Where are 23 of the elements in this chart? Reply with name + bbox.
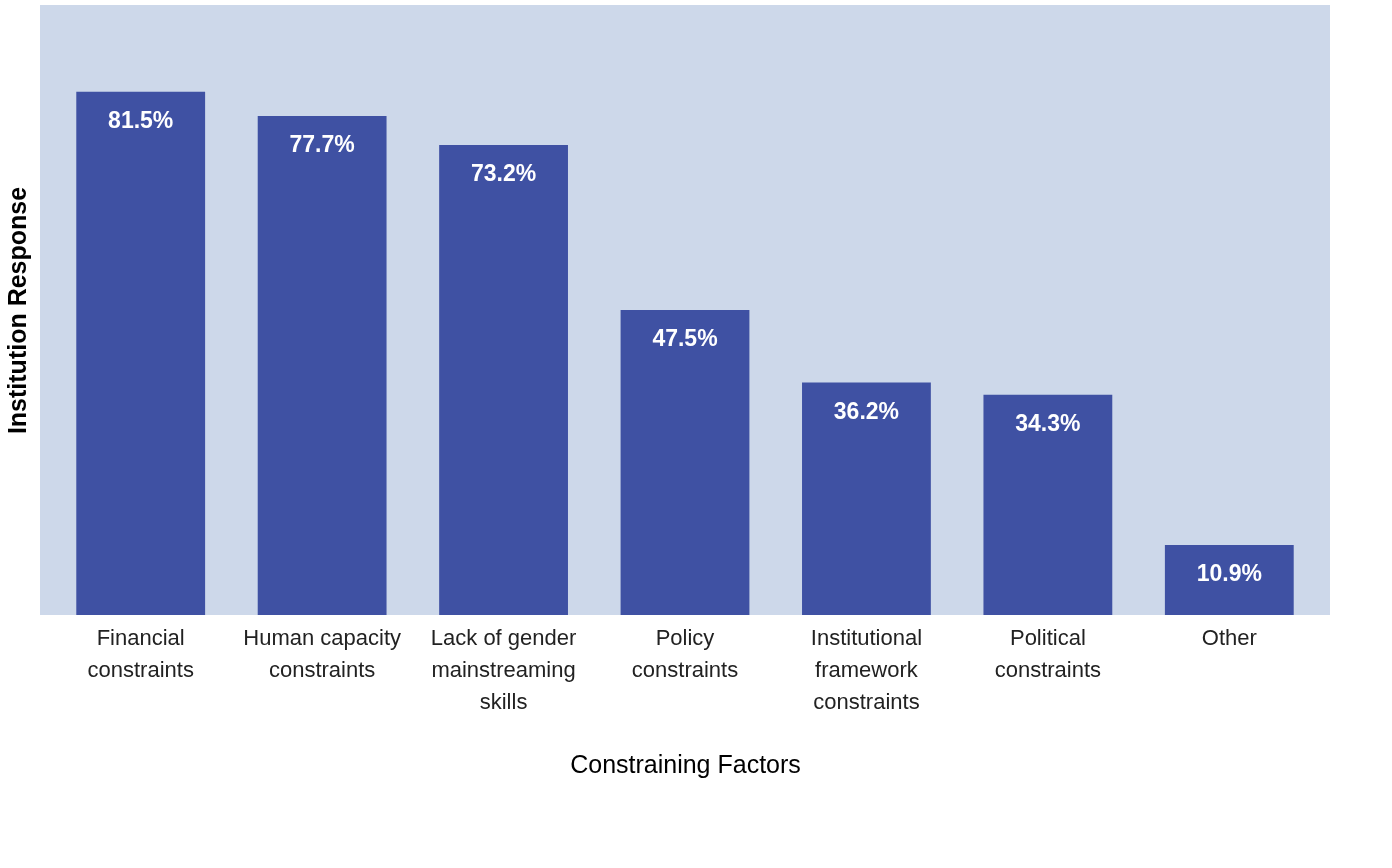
bar	[983, 394, 1113, 615]
data-label: 47.5%	[652, 325, 718, 351]
bar	[257, 116, 387, 615]
x-tick-label: Policy constraints	[631, 624, 739, 682]
x-tick-label: Political constraints	[994, 624, 1102, 682]
x-tick-label: Financial constraints	[87, 624, 194, 682]
data-label: 81.5%	[108, 106, 174, 133]
data-label: 34.3%	[1015, 409, 1081, 436]
data-label: 73.2%	[470, 159, 537, 186]
bar	[1164, 545, 1294, 615]
bar	[802, 382, 931, 615]
x-tick-label: Institutional framework constraints	[810, 624, 923, 714]
data-label: 77.7%	[289, 131, 355, 158]
x-tick-label: Human capacity constraints	[243, 624, 402, 682]
bar	[76, 91, 206, 615]
x-tick-label: Other	[1201, 624, 1257, 650]
data-label: 36.2%	[833, 397, 900, 424]
x-axis-title: Constraining Factors	[570, 749, 801, 778]
data-label: 10.9%	[1196, 560, 1262, 587]
bar	[620, 310, 750, 615]
bar	[439, 144, 568, 615]
y-axis-title: Institution Response	[2, 186, 31, 435]
x-tick-label: Lack of gender mainstreaming skills	[430, 624, 577, 714]
